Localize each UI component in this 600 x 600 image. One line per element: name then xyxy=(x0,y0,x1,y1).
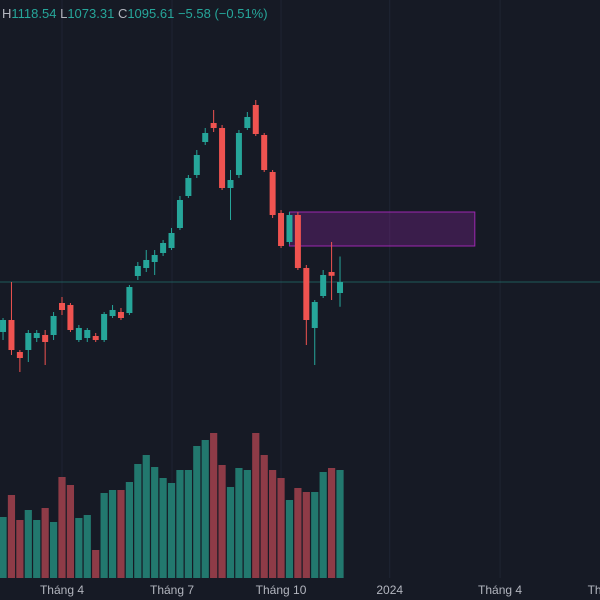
volume-bar xyxy=(285,500,294,578)
x-tick-label: Tháng 7 xyxy=(150,583,194,597)
candle-body xyxy=(151,255,158,262)
candle-body xyxy=(160,243,167,253)
volume-bar xyxy=(66,485,75,578)
legend-key: L xyxy=(60,6,68,21)
candle-body xyxy=(202,133,209,142)
volume-bar xyxy=(24,510,32,578)
volume-bar xyxy=(134,464,142,578)
candle-body xyxy=(67,305,74,330)
legend-value: 1095.61 xyxy=(127,6,175,21)
volume-bar xyxy=(277,478,285,578)
candle-body xyxy=(84,330,91,338)
volume-bar xyxy=(58,477,66,578)
candle-body xyxy=(252,105,259,134)
candle-body xyxy=(117,312,124,318)
candle-body xyxy=(311,302,318,328)
volume-bar xyxy=(49,522,58,578)
legend-value: 1118.54 xyxy=(11,6,57,21)
volume-bar xyxy=(75,518,83,578)
candle-body xyxy=(168,233,175,248)
candle-body xyxy=(109,310,116,316)
candle-body xyxy=(59,303,66,310)
candle-body xyxy=(244,117,251,128)
candle-body xyxy=(320,275,327,296)
x-tick-label: Tháng 4 xyxy=(40,583,84,597)
candle-body xyxy=(8,320,15,350)
candle-body xyxy=(269,172,276,215)
candle-body xyxy=(25,333,32,350)
candle-body xyxy=(193,155,200,175)
volume-bar xyxy=(92,550,100,578)
candle-body xyxy=(126,287,133,313)
x-tick-label: Tháng 10 xyxy=(256,583,307,597)
candle-body xyxy=(134,266,141,276)
volume-bar xyxy=(7,495,16,578)
volume-bar xyxy=(100,493,108,578)
x-tick-label: 2024 xyxy=(376,583,403,597)
volume-bar xyxy=(117,490,125,578)
volume-bar xyxy=(0,517,7,578)
candle-body xyxy=(101,314,108,340)
candle-body xyxy=(42,335,49,342)
volume-bar xyxy=(243,470,251,578)
candle-body xyxy=(227,180,234,188)
legend-change: −5.58 (−0.51%) xyxy=(177,6,268,21)
candle-body xyxy=(278,213,285,246)
ohlc-legend: H1118.54 L1073.31 C1095.61 −5.58 (−0.51%… xyxy=(2,6,268,21)
volume-bar xyxy=(16,520,24,578)
volume-bar xyxy=(108,490,117,578)
volume-bar xyxy=(159,478,167,578)
legend-value: 1073.31 xyxy=(67,6,115,21)
volume-bar xyxy=(125,482,134,578)
candle-body xyxy=(75,328,82,340)
volume-bar xyxy=(142,455,150,578)
volume-bar xyxy=(83,515,91,578)
volume-bar xyxy=(184,470,192,578)
candle-body xyxy=(337,281,344,293)
candle-body xyxy=(176,200,183,228)
volume-bar xyxy=(311,492,319,578)
volume-bar xyxy=(319,472,327,578)
candle-body xyxy=(16,352,23,358)
x-tick-label: Tháng 4 xyxy=(478,583,522,597)
candle-body xyxy=(143,260,150,268)
candle-body xyxy=(92,336,99,340)
candle-body xyxy=(0,320,7,332)
candle-body xyxy=(33,333,40,338)
volume-bar xyxy=(193,446,201,578)
candle-body xyxy=(286,215,293,242)
volume-bar xyxy=(294,488,302,578)
candle-body xyxy=(219,128,226,188)
volume-bar xyxy=(201,440,209,578)
volume-bar xyxy=(336,470,344,578)
volume-bar xyxy=(151,467,159,578)
volume-bar xyxy=(226,487,235,578)
candle-body xyxy=(50,316,57,335)
zone-box xyxy=(288,211,476,247)
candle-body xyxy=(210,123,217,128)
candle-body xyxy=(294,215,301,268)
volume-bar xyxy=(218,465,226,578)
candle-body xyxy=(235,133,242,175)
legend-key: H xyxy=(2,6,12,21)
volume-bar xyxy=(327,468,336,578)
candle-body xyxy=(261,135,268,170)
candle-body xyxy=(328,272,335,276)
volume-bar xyxy=(260,455,268,578)
volume-bar xyxy=(33,520,41,578)
volume-bar xyxy=(252,433,260,578)
volume-bar xyxy=(235,468,243,578)
candle-body xyxy=(185,178,192,196)
legend-key: C xyxy=(117,6,128,21)
volume-bar xyxy=(41,508,49,578)
volume-bar xyxy=(302,492,310,578)
candle-body xyxy=(303,268,310,320)
x-tick-label: Tháng 7 xyxy=(588,583,600,597)
volume-bar xyxy=(269,470,277,578)
volume-bar xyxy=(167,483,176,578)
volume-bar xyxy=(210,433,218,578)
volume-bar xyxy=(176,470,184,578)
